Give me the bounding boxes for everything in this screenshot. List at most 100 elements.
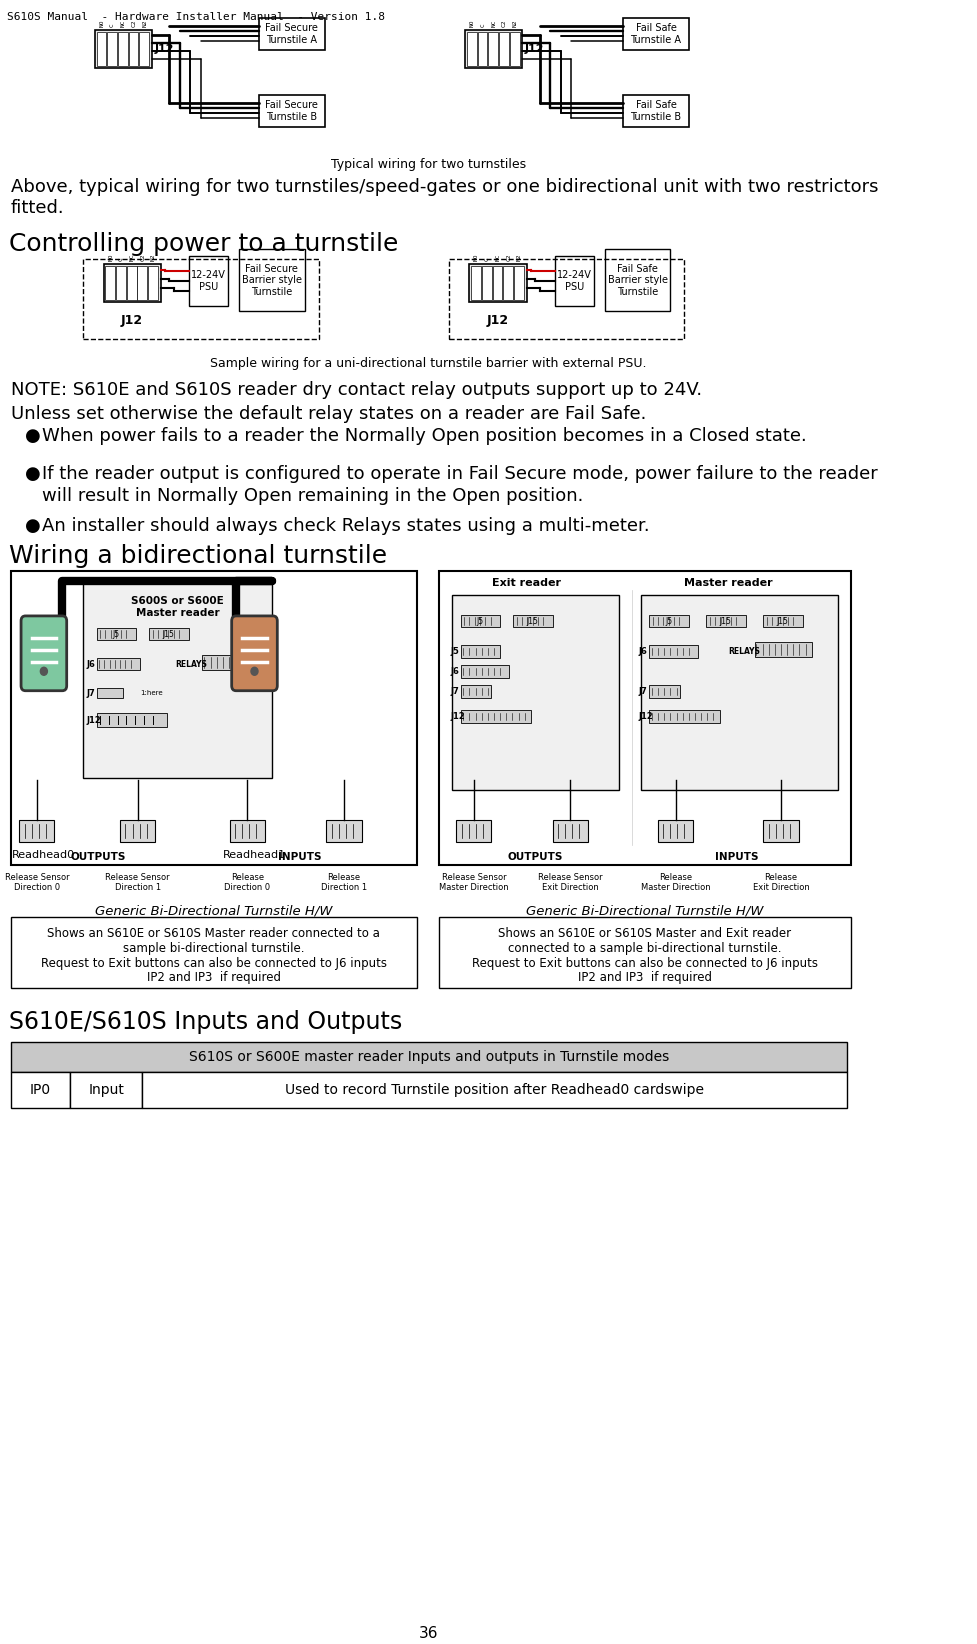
Bar (499, 31, 509, 66)
Text: J12: J12 (450, 712, 465, 720)
Text: Fail Secure
Turnstile B: Fail Secure Turnstile B (266, 100, 319, 122)
Text: 36: 36 (418, 1626, 438, 1641)
Text: Generic Bi-Directional Turnstile H/W: Generic Bi-Directional Turnstile H/W (95, 904, 332, 917)
Text: Fail Safe
Barrier style
Turnstile: Fail Safe Barrier style Turnstile (608, 263, 667, 298)
Text: Unless set otherwise the default relay states on a reader are Fail Safe.: Unless set otherwise the default relay s… (11, 404, 646, 423)
Text: J6: J6 (86, 659, 95, 669)
Text: J15: J15 (162, 630, 175, 640)
Bar (623, 18, 689, 49)
Text: Release
Direction 0: Release Direction 0 (225, 873, 271, 893)
Text: ●: ● (24, 516, 40, 534)
Text: NOTE: S610E and S610S reader dry contact relay outputs support up to 24V.: NOTE: S610E and S610S reader dry contact… (11, 381, 701, 399)
Text: INPUTS: INPUTS (278, 852, 321, 861)
Bar (461, 615, 500, 628)
Text: Shows an S610E or S610S Master and Exit reader: Shows an S610E or S610S Master and Exit … (498, 927, 791, 940)
Bar (658, 820, 694, 842)
Bar (503, 266, 513, 301)
Text: J7: J7 (86, 689, 95, 697)
Text: Release Sensor
Direction 0: Release Sensor Direction 0 (5, 873, 69, 893)
Bar (763, 615, 803, 628)
Text: C: C (119, 258, 124, 261)
Text: J5: J5 (665, 616, 672, 626)
Text: Shows an S610E or S610S Master reader connected to a: Shows an S610E or S610S Master reader co… (47, 927, 380, 940)
Bar (439, 917, 851, 988)
Text: If the reader output is configured to operate in Fail Secure mode, power failure: If the reader output is configured to op… (42, 465, 878, 483)
Text: An installer should always check Relays states using a multi-meter.: An installer should always check Relays … (42, 516, 650, 534)
Text: 12-24V
PSU: 12-24V PSU (191, 271, 226, 293)
Bar (513, 615, 553, 628)
Bar (20, 820, 55, 842)
Text: Used to record Turnstile position after Readhead0 cardswipe: Used to record Turnstile position after … (285, 1083, 704, 1097)
Bar (461, 710, 531, 723)
Text: N2: N2 (151, 253, 156, 261)
Text: J6: J6 (639, 646, 648, 656)
Bar (326, 820, 361, 842)
Circle shape (40, 667, 48, 676)
Bar (143, 1072, 847, 1108)
Text: J12: J12 (154, 44, 174, 54)
Text: When power fails to a reader the Normally Open position becomes in a Closed stat: When power fails to a reader the Normall… (42, 427, 807, 446)
Text: ●: ● (24, 427, 40, 446)
Text: C2: C2 (141, 253, 146, 261)
Bar (754, 643, 812, 658)
Bar (97, 658, 141, 671)
Text: J7: J7 (450, 687, 459, 695)
Bar (465, 30, 522, 67)
Text: C2: C2 (506, 253, 511, 261)
Text: Release Sensor
Master Direction: Release Sensor Master Direction (439, 873, 509, 893)
Text: Above, typical wiring for two turnstiles/speed-gates or one bidirectional unit w: Above, typical wiring for two turnstiles… (11, 178, 878, 196)
Text: RELAYS: RELAYS (176, 659, 207, 669)
Bar (650, 686, 680, 699)
Bar (605, 250, 670, 311)
Bar (97, 31, 106, 66)
Text: NO: NO (470, 20, 475, 26)
Bar (461, 646, 500, 658)
FancyBboxPatch shape (232, 616, 277, 690)
Text: J12: J12 (86, 715, 101, 725)
Text: Controlling power to a turnstile: Controlling power to a turnstile (9, 232, 399, 256)
Text: S600S or S600E: S600S or S600E (131, 597, 224, 607)
Text: Wiring a bidirectional turnstile: Wiring a bidirectional turnstile (9, 544, 387, 567)
Text: J5: J5 (450, 646, 459, 656)
Bar (83, 260, 319, 339)
Bar (118, 31, 128, 66)
Text: J15: J15 (777, 616, 788, 626)
Text: RELAYS: RELAYS (729, 646, 760, 656)
Bar (492, 266, 502, 301)
Text: J12: J12 (525, 44, 544, 54)
Bar (456, 820, 491, 842)
Text: Input: Input (88, 1083, 124, 1097)
Text: connected to a sample bi-directional turnstile.: connected to a sample bi-directional tur… (508, 942, 782, 955)
Bar (471, 266, 481, 301)
Text: N2: N2 (513, 20, 518, 26)
Text: NO: NO (108, 253, 113, 261)
Text: J12: J12 (120, 314, 143, 327)
Bar (555, 256, 594, 306)
Text: N2: N2 (143, 20, 148, 26)
Bar (763, 820, 798, 842)
Bar (259, 18, 324, 49)
Bar (11, 1042, 847, 1072)
Text: Generic Bi-Directional Turnstile H/W: Generic Bi-Directional Turnstile H/W (527, 904, 764, 917)
Text: NC: NC (121, 20, 126, 26)
Bar (461, 666, 509, 679)
Bar (650, 615, 689, 628)
Bar (470, 265, 527, 302)
Bar (230, 820, 265, 842)
Bar (449, 260, 685, 339)
Bar (138, 266, 148, 301)
Bar (259, 95, 324, 127)
Text: Readhead1: Readhead1 (223, 850, 286, 860)
Bar (478, 31, 488, 66)
Text: S610S Manual  - Hardware Installer Manual  - Version 1.8: S610S Manual - Hardware Installer Manual… (7, 12, 385, 21)
Bar (461, 686, 491, 699)
Text: Exit reader: Exit reader (492, 577, 561, 587)
Text: S610S or S600E master reader Inputs and outputs in Turnstile modes: S610S or S600E master reader Inputs and … (189, 1051, 669, 1064)
Text: OUTPUTS: OUTPUTS (508, 852, 563, 861)
Bar (650, 710, 720, 723)
Text: OUTPUTS: OUTPUTS (70, 852, 126, 861)
Text: fitted.: fitted. (11, 199, 64, 217)
Bar (107, 31, 117, 66)
Bar (140, 31, 149, 66)
Bar (514, 266, 524, 301)
